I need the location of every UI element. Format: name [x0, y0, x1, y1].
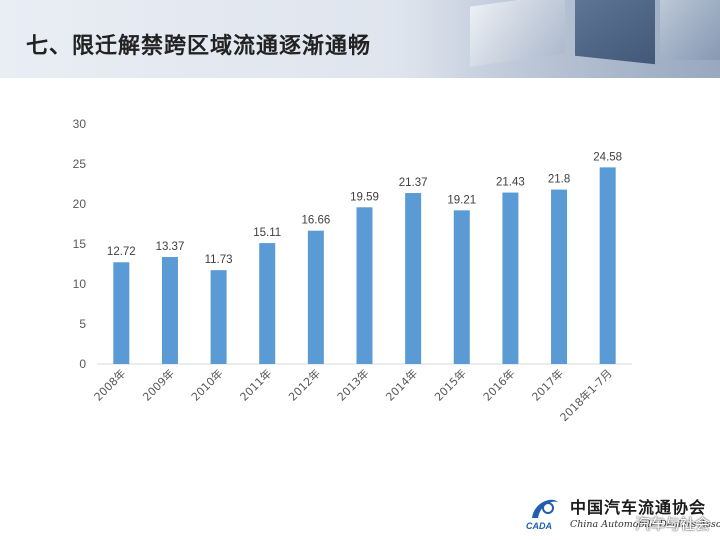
- y-tick-label: 5: [79, 317, 86, 331]
- data-label: 11.73: [205, 254, 233, 266]
- logo-mark-text: CADA: [526, 521, 552, 531]
- data-label: 19.59: [350, 191, 379, 203]
- bar: [356, 207, 373, 364]
- data-label: 16.66: [301, 215, 330, 227]
- data-label: 21.8: [548, 174, 570, 186]
- bar: [210, 270, 227, 364]
- y-tick-label: 10: [73, 277, 87, 291]
- x-tick-label: 2008年: [91, 366, 128, 403]
- association-name-cn: 中国汽车流通协会: [570, 498, 707, 517]
- data-label: 24.58: [593, 151, 622, 163]
- watermark-text: 汽车与社会: [634, 515, 710, 533]
- header-shade: [420, 0, 720, 78]
- data-label: 21.43: [496, 177, 525, 189]
- bar: [113, 262, 130, 364]
- data-label: 12.72: [107, 246, 136, 258]
- data-label: 21.37: [399, 177, 428, 189]
- x-tick-label: 2014年: [383, 366, 420, 403]
- bar: [599, 167, 616, 364]
- association-logo: CADA 中国汽车流通协会 China Automobile Dealers A…: [520, 492, 720, 536]
- x-tick-label: 2011年: [237, 366, 274, 403]
- association-name-en: China Automobile Dealers Association: [570, 519, 720, 530]
- bar: [453, 210, 470, 364]
- x-tick-label: 2016年: [480, 366, 517, 403]
- y-tick-label: 25: [73, 157, 87, 171]
- x-tick-label: 2018年1-7月: [557, 366, 615, 424]
- bar: [307, 230, 324, 364]
- y-tick-label: 30: [73, 117, 87, 131]
- data-label: 15.11: [253, 227, 281, 239]
- x-tick-label: 2017年: [529, 366, 566, 403]
- data-label: 19.21: [447, 194, 476, 206]
- y-tick-label: 0: [79, 357, 86, 371]
- bar: [259, 243, 276, 364]
- x-tick-label: 2012年: [286, 366, 323, 403]
- page-title: 七、限迁解禁跨区域流通逐渐通畅: [26, 34, 372, 59]
- x-tick-label: 2010年: [188, 366, 225, 403]
- x-tick-label: 2015年: [431, 366, 468, 403]
- decorative-cube: [660, 0, 720, 60]
- bar: [161, 257, 178, 364]
- y-tick-label: 15: [73, 237, 87, 251]
- y-tick-label: 20: [73, 197, 87, 211]
- header-banner: 七、限迁解禁跨区域流通逐渐通畅: [0, 0, 720, 78]
- bar: [405, 193, 422, 364]
- data-label: 13.37: [156, 241, 185, 253]
- x-tick-label: 2013年: [334, 366, 371, 403]
- bar: [551, 189, 568, 364]
- bar: [502, 192, 519, 364]
- x-tick-label: 2009年: [140, 366, 177, 403]
- cada-logo-icon: CADA: [526, 499, 558, 531]
